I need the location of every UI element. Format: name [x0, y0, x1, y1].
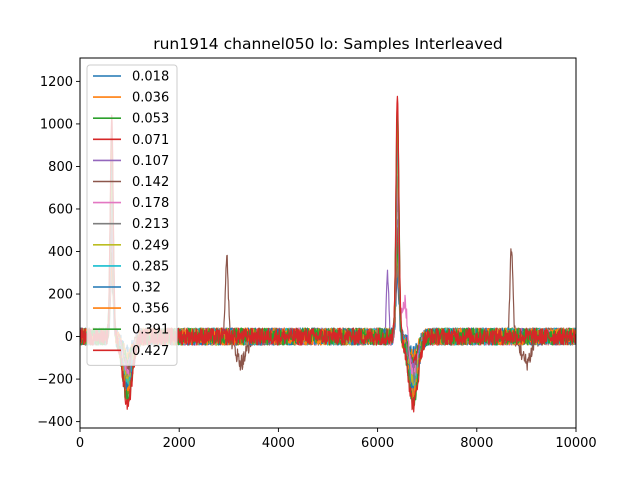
- chart-title: run1914 channel050 lo: Samples Interleav…: [153, 35, 503, 53]
- legend-label: 0.32: [132, 281, 161, 296]
- y-tick-label: 0: [65, 330, 73, 345]
- y-tick-label: 1000: [40, 117, 73, 132]
- y-tick-label: −200: [37, 373, 73, 388]
- legend-label: 0.249: [132, 238, 169, 253]
- x-axis: 0 2000 4000 6000 8000 10000: [76, 428, 597, 451]
- legend: 0.018 0.036 0.053 0.071 0.107 0.142 0.178 0.213…: [86, 64, 178, 366]
- x-tick-label: 8000: [460, 436, 493, 451]
- legend-label: 0.356: [132, 302, 169, 317]
- x-tick-label: 4000: [262, 436, 295, 451]
- legend-box: [86, 64, 178, 366]
- legend-label: 0.142: [132, 175, 169, 190]
- y-tick-label: 400: [48, 245, 73, 260]
- y-axis: −400 −200 0 200 400 600 800 1000 1200: [37, 75, 80, 430]
- legend-label: 0.213: [132, 217, 169, 232]
- legend-label: 0.391: [132, 323, 169, 338]
- y-tick-label: −400: [37, 415, 73, 430]
- axes-frame: [79, 57, 577, 429]
- x-tick-label: 10000: [555, 436, 596, 451]
- legend-label: 0.018: [132, 70, 169, 85]
- legend-label: 0.053: [132, 112, 169, 127]
- x-tick-label: 2000: [163, 436, 196, 451]
- legend-label: 0.427: [132, 344, 169, 359]
- x-tick-label: 6000: [361, 436, 394, 451]
- legend-label: 0.285: [132, 259, 169, 274]
- y-tick-label: 1200: [40, 75, 73, 90]
- y-tick-label: 600: [48, 202, 73, 217]
- legend-label: 0.107: [132, 154, 169, 169]
- legend-label: 0.178: [132, 196, 169, 211]
- legend-label: 0.071: [132, 133, 169, 148]
- y-tick-label: 200: [48, 288, 73, 303]
- y-tick-label: 800: [48, 160, 73, 175]
- x-tick-label: 0: [76, 436, 84, 451]
- legend-label: 0.036: [132, 91, 169, 106]
